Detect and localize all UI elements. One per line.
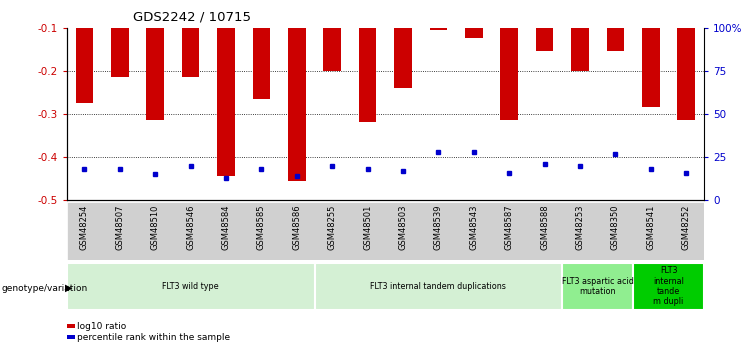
Text: GDS2242 / 10715: GDS2242 / 10715 <box>133 10 251 23</box>
Text: FLT3 wild type: FLT3 wild type <box>162 282 219 291</box>
Text: GSM48253: GSM48253 <box>576 205 585 250</box>
Text: FLT3
internal
tande
m dupli: FLT3 internal tande m dupli <box>653 266 684 306</box>
Text: GSM48543: GSM48543 <box>469 205 479 250</box>
FancyBboxPatch shape <box>67 263 314 309</box>
Bar <box>677 28 695 120</box>
Text: log10 ratio: log10 ratio <box>77 322 126 331</box>
Text: GSM48501: GSM48501 <box>363 205 372 250</box>
Text: GSM48586: GSM48586 <box>292 205 302 250</box>
Bar <box>182 28 199 77</box>
Bar <box>536 28 554 51</box>
Text: GSM48587: GSM48587 <box>505 205 514 250</box>
Text: GSM48584: GSM48584 <box>222 205 230 250</box>
Bar <box>359 28 376 122</box>
FancyBboxPatch shape <box>67 202 704 260</box>
Bar <box>500 28 518 120</box>
Bar <box>253 28 270 99</box>
Text: GSM48510: GSM48510 <box>150 205 160 250</box>
Bar <box>76 28 93 103</box>
Bar <box>323 28 341 71</box>
FancyBboxPatch shape <box>314 263 562 309</box>
FancyBboxPatch shape <box>562 263 633 309</box>
Text: FLT3 aspartic acid
mutation: FLT3 aspartic acid mutation <box>562 277 634 296</box>
Bar <box>288 28 305 181</box>
Bar <box>430 28 448 30</box>
Text: GSM48507: GSM48507 <box>116 205 124 250</box>
Bar <box>465 28 482 38</box>
Bar <box>394 28 412 88</box>
FancyBboxPatch shape <box>633 263 704 309</box>
Text: GSM48541: GSM48541 <box>646 205 655 250</box>
Text: GSM48255: GSM48255 <box>328 205 336 250</box>
Text: ▶: ▶ <box>65 283 73 293</box>
Text: GSM48350: GSM48350 <box>611 205 620 250</box>
Text: GSM48539: GSM48539 <box>434 205 443 250</box>
Bar <box>146 28 164 120</box>
Text: GSM48546: GSM48546 <box>186 205 195 250</box>
Text: GSM48252: GSM48252 <box>682 205 691 250</box>
Text: FLT3 internal tandem duplications: FLT3 internal tandem duplications <box>370 282 506 291</box>
Text: GSM48585: GSM48585 <box>257 205 266 250</box>
Text: genotype/variation: genotype/variation <box>1 284 87 293</box>
Text: percentile rank within the sample: percentile rank within the sample <box>77 333 230 342</box>
Text: GSM48254: GSM48254 <box>80 205 89 250</box>
Bar <box>111 28 129 77</box>
Bar <box>571 28 589 71</box>
Text: GSM48503: GSM48503 <box>399 205 408 250</box>
Bar <box>217 28 235 176</box>
Text: GSM48588: GSM48588 <box>540 205 549 250</box>
Bar <box>642 28 659 107</box>
Bar <box>607 28 624 51</box>
